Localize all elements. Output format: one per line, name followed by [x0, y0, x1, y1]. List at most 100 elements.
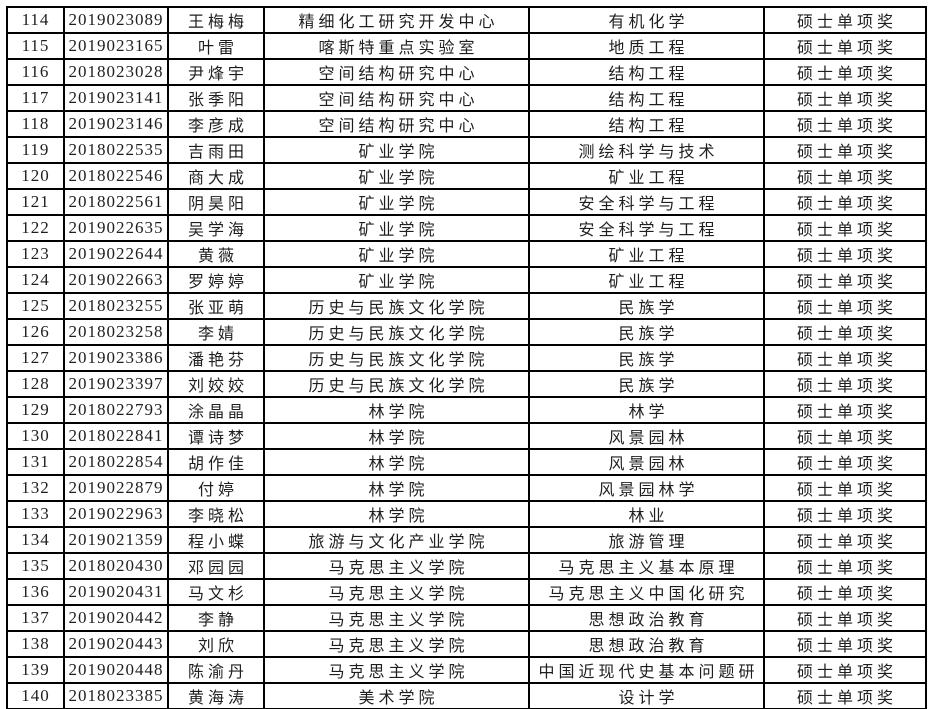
cell-name: 李晓松 [167, 500, 265, 528]
cell-award: 硕士单项奖 [763, 500, 927, 528]
cell-major: 有机化学 [528, 6, 765, 34]
cell-student-id: 2018022535 [63, 136, 169, 164]
cell-name: 程小蝶 [167, 526, 265, 554]
cell-name: 尹烽宇 [167, 58, 265, 86]
cell-index: 126 [6, 318, 65, 346]
cell-college: 旅游与文化产业学院 [263, 526, 530, 554]
table-row: 134 2019021359 程小蝶 旅游与文化产业学院 旅游管理 硕士单项奖 [6, 526, 927, 554]
cell-college: 林学院 [263, 448, 530, 476]
cell-award: 硕士单项奖 [763, 136, 927, 164]
table-row: 121 2018022561 阴昊阳 矿业学院 安全科学与工程 硕士单项奖 [6, 188, 927, 216]
cell-name: 谭诗梦 [167, 422, 265, 450]
table-row: 114 2019023089 王梅梅 精细化工研究开发中心 有机化学 硕士单项奖 [6, 6, 927, 34]
cell-student-id: 2019022663 [63, 266, 169, 294]
cell-student-id: 2018022854 [63, 448, 169, 476]
cell-student-id: 2019020443 [63, 630, 169, 658]
cell-name: 叶雷 [167, 32, 265, 60]
table-row: 126 2018023258 李婧 历史与民族文化学院 民族学 硕士单项奖 [6, 318, 927, 346]
cell-student-id: 2019023397 [63, 370, 169, 398]
cell-major: 矿业工程 [528, 162, 765, 190]
cell-award: 硕士单项奖 [763, 240, 927, 268]
cell-college: 历史与民族文化学院 [263, 318, 530, 346]
cell-name: 刘欣 [167, 630, 265, 658]
cell-index: 136 [6, 578, 65, 606]
cell-student-id: 2019023089 [63, 6, 169, 34]
cell-name: 张亚萌 [167, 292, 265, 320]
cell-award: 硕士单项奖 [763, 448, 927, 476]
cell-index: 138 [6, 630, 65, 658]
cell-college: 林学院 [263, 474, 530, 502]
cell-major: 安全科学与工程 [528, 214, 765, 242]
cell-major: 风景园林 [528, 448, 765, 476]
cell-award: 硕士单项奖 [763, 474, 927, 502]
cell-award: 硕士单项奖 [763, 6, 927, 34]
table-row: 140 2018023385 黄海涛 美术学院 设计学 硕士单项奖 [6, 682, 927, 709]
cell-student-id: 2019020431 [63, 578, 169, 606]
cell-student-id: 2018020430 [63, 552, 169, 580]
cell-award: 硕士单项奖 [763, 344, 927, 372]
cell-name: 马文杉 [167, 578, 265, 606]
cell-award: 硕士单项奖 [763, 214, 927, 242]
cell-name: 商大成 [167, 162, 265, 190]
cell-index: 121 [6, 188, 65, 216]
cell-name: 阴昊阳 [167, 188, 265, 216]
award-winners-table: 114 2019023089 王梅梅 精细化工研究开发中心 有机化学 硕士单项奖 115 20… [6, 6, 927, 709]
cell-student-id: 2019020442 [63, 604, 169, 632]
cell-index: 137 [6, 604, 65, 632]
table-row: 125 2018023255 张亚萌 历史与民族文化学院 民族学 硕士单项奖 [6, 292, 927, 320]
cell-name: 李婧 [167, 318, 265, 346]
cell-major: 矿业工程 [528, 240, 765, 268]
cell-name: 李彦成 [167, 110, 265, 138]
cell-major: 结构工程 [528, 110, 765, 138]
cell-index: 118 [6, 110, 65, 138]
cell-index: 128 [6, 370, 65, 398]
table-row: 116 2018023028 尹烽宇 空间结构研究中心 结构工程 硕士单项奖 [6, 58, 927, 86]
cell-student-id: 2019022879 [63, 474, 169, 502]
cell-major: 风景园林学 [528, 474, 765, 502]
cell-college: 马克思主义学院 [263, 552, 530, 580]
table-row: 115 2019023165 叶雷 喀斯特重点实验室 地质工程 硕士单项奖 [6, 32, 927, 60]
cell-award: 硕士单项奖 [763, 630, 927, 658]
table-row: 117 2019023141 张季阳 空间结构研究中心 结构工程 硕士单项奖 [6, 84, 927, 112]
table-row: 135 2018020430 邓园园 马克思主义学院 马克思主义基本原理 硕士单项奖 [6, 552, 927, 580]
cell-student-id: 2019021359 [63, 526, 169, 554]
cell-index: 133 [6, 500, 65, 528]
cell-name: 付婷 [167, 474, 265, 502]
cell-name: 胡作佳 [167, 448, 265, 476]
cell-index: 140 [6, 682, 65, 709]
table-body: 114 2019023089 王梅梅 精细化工研究开发中心 有机化学 硕士单项奖 115 20… [6, 6, 927, 709]
cell-name: 邓园园 [167, 552, 265, 580]
table-row: 123 2019022644 黄薇 矿业学院 矿业工程 硕士单项奖 [6, 240, 927, 268]
table-row: 132 2019022879 付婷 林学院 风景园林学 硕士单项奖 [6, 474, 927, 502]
cell-student-id: 2019020448 [63, 656, 169, 684]
cell-major: 地质工程 [528, 32, 765, 60]
cell-name: 涂晶晶 [167, 396, 265, 424]
cell-major: 旅游管理 [528, 526, 765, 554]
table-row: 118 2019023146 李彦成 空间结构研究中心 结构工程 硕士单项奖 [6, 110, 927, 138]
cell-award: 硕士单项奖 [763, 32, 927, 60]
cell-index: 127 [6, 344, 65, 372]
cell-student-id: 2019022644 [63, 240, 169, 268]
cell-award: 硕士单项奖 [763, 266, 927, 294]
cell-college: 马克思主义学院 [263, 604, 530, 632]
cell-index: 122 [6, 214, 65, 242]
table-row: 137 2019020442 李静 马克思主义学院 思想政治教育 硕士单项奖 [6, 604, 927, 632]
cell-index: 120 [6, 162, 65, 190]
table-row: 124 2019022663 罗婷婷 矿业学院 矿业工程 硕士单项奖 [6, 266, 927, 294]
cell-college: 空间结构研究中心 [263, 58, 530, 86]
table-row: 130 2018022841 谭诗梦 林学院 风景园林 硕士单项奖 [6, 422, 927, 450]
cell-college: 空间结构研究中心 [263, 84, 530, 112]
cell-college: 矿业学院 [263, 136, 530, 164]
cell-award: 硕士单项奖 [763, 682, 927, 709]
cell-major: 思想政治教育 [528, 604, 765, 632]
cell-index: 117 [6, 84, 65, 112]
cell-index: 124 [6, 266, 65, 294]
cell-college: 喀斯特重点实验室 [263, 32, 530, 60]
cell-college: 矿业学院 [263, 188, 530, 216]
table-row: 120 2018022546 商大成 矿业学院 矿业工程 硕士单项奖 [6, 162, 927, 190]
cell-award: 硕士单项奖 [763, 370, 927, 398]
cell-name: 王梅梅 [167, 6, 265, 34]
cell-major: 风景园林 [528, 422, 765, 450]
cell-student-id: 2019023386 [63, 344, 169, 372]
table-row: 129 2018022793 涂晶晶 林学院 林学 硕士单项奖 [6, 396, 927, 424]
